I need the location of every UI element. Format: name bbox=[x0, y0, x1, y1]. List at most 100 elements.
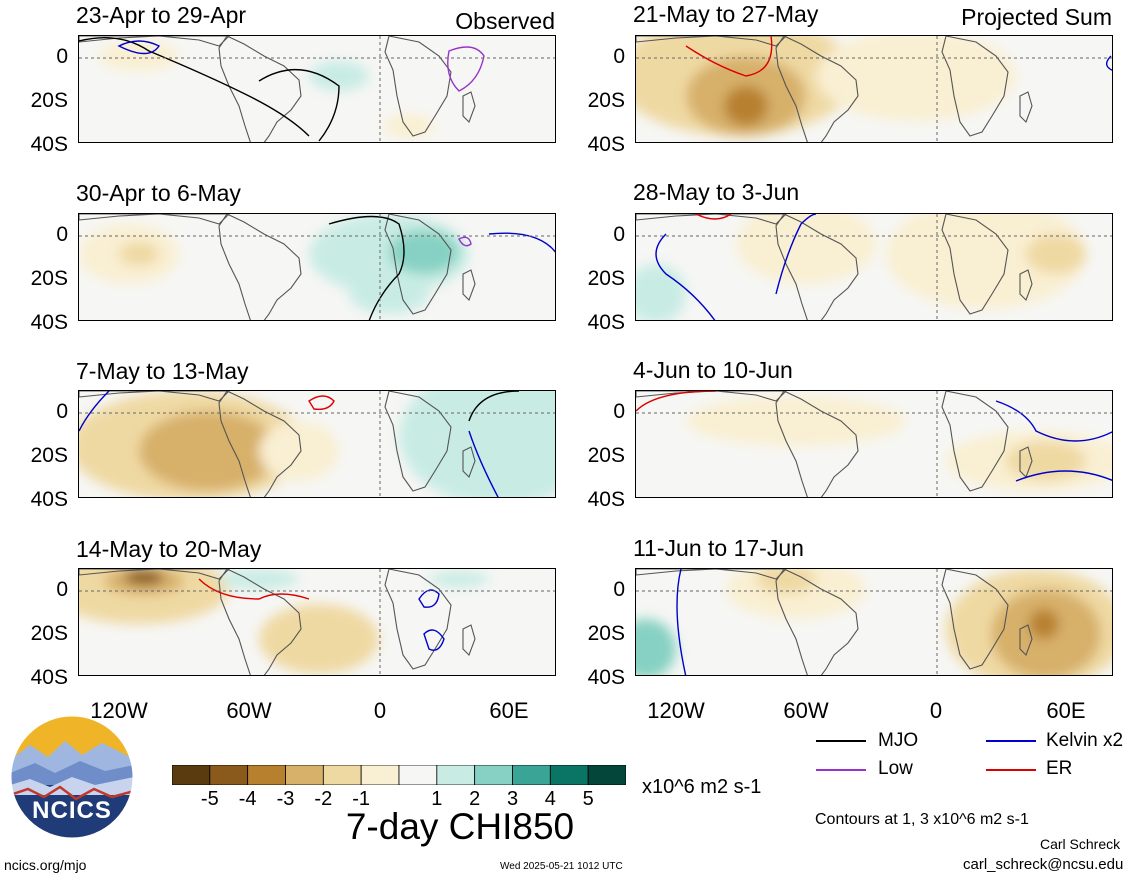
lon-label-0-right: 0 bbox=[929, 698, 943, 723]
wave-contour bbox=[468, 430, 499, 497]
coastline-madagascar bbox=[1019, 446, 1033, 478]
wave-contour bbox=[695, 214, 732, 220]
panel-title-7: 14-May to 20-May bbox=[76, 536, 262, 562]
chi-anomaly-region bbox=[686, 396, 906, 446]
colorbar-swatch bbox=[360, 764, 400, 786]
chi-anomaly-region bbox=[259, 421, 339, 481]
colorbar-tick-label: -1 bbox=[352, 788, 371, 810]
wave-contour bbox=[995, 400, 1112, 442]
wave-contour bbox=[198, 578, 310, 600]
wave-contour bbox=[1015, 470, 1112, 482]
colorbar-tick-label: -5 bbox=[200, 788, 219, 810]
lat-label-40s: 40S bbox=[587, 311, 625, 334]
lon-label-60w-right: 60W bbox=[783, 698, 829, 723]
lat-label-40s: 40S bbox=[30, 133, 68, 156]
wave-contour bbox=[655, 233, 716, 320]
wave-contour bbox=[636, 391, 717, 412]
colorbar-swatch bbox=[322, 764, 362, 786]
panel-title-6: 4-Jun to 10-Jun bbox=[633, 357, 793, 383]
colorbar-tick-label: 1 bbox=[431, 788, 443, 810]
wave-contour bbox=[423, 629, 445, 651]
lat-label-0: 0 bbox=[613, 578, 625, 601]
chi-anomaly-region bbox=[389, 230, 459, 274]
observed-tag: Observed bbox=[455, 8, 555, 34]
map-panel-2 bbox=[635, 35, 1113, 143]
map-panel-4 bbox=[635, 213, 1113, 321]
lon-label-60w-left: 60W bbox=[226, 698, 272, 723]
lon-label-0-left: 0 bbox=[373, 698, 387, 723]
footer-url: ncics.org/mjo bbox=[4, 857, 87, 873]
legend-kelvin-label: Kelvin x2 bbox=[1046, 730, 1124, 751]
lat-label-20s: 20S bbox=[30, 444, 68, 467]
chi-anomaly-region bbox=[736, 214, 876, 284]
wave-contour bbox=[79, 391, 110, 432]
coastline-central-america bbox=[79, 569, 230, 580]
coastline-africa bbox=[941, 36, 1009, 137]
legend-er-line bbox=[986, 769, 1036, 771]
panel-title-1: 23-Apr to 29-Apr bbox=[76, 2, 247, 28]
coastline-africa bbox=[384, 214, 452, 315]
ncics-logo: NCICS bbox=[10, 715, 134, 839]
map-panel-5 bbox=[78, 390, 556, 498]
coastline-south-america bbox=[218, 36, 302, 142]
chi-anomaly-region bbox=[724, 86, 768, 126]
chi-anomaly-region bbox=[309, 61, 369, 91]
chi-anomaly-region bbox=[1006, 441, 1086, 481]
lat-label-20s: 20S bbox=[587, 89, 625, 112]
coastline-central-america bbox=[636, 569, 787, 580]
coastline-south-america bbox=[775, 36, 859, 142]
wave-contour bbox=[328, 215, 405, 320]
colorbar-swatch bbox=[171, 764, 211, 786]
colorbar-swatch bbox=[512, 764, 551, 786]
map-panel-8 bbox=[635, 568, 1113, 676]
chi-anomaly-region bbox=[636, 619, 676, 675]
lat-label-0: 0 bbox=[56, 223, 68, 246]
chi-anomaly-region bbox=[119, 242, 159, 266]
coastline-central-america bbox=[636, 36, 787, 47]
lon-label-120w-left: 120W bbox=[90, 698, 148, 723]
contours-note: Contours at 1, 3 x10^6 m2 s-1 bbox=[815, 811, 1029, 828]
wave-contour bbox=[258, 69, 340, 142]
legend-mjo-label: MJO bbox=[878, 730, 919, 751]
colorbar-swatch bbox=[285, 764, 324, 786]
colorbar-tick-label: -4 bbox=[238, 788, 257, 810]
wave-contour bbox=[458, 236, 472, 247]
chi-anomaly-region bbox=[1026, 234, 1086, 274]
coastline-south-america bbox=[775, 214, 859, 320]
chi-anomaly-region bbox=[886, 214, 1086, 309]
colorbar-swatch bbox=[587, 764, 627, 786]
colorbar-swatch bbox=[549, 764, 589, 786]
lat-label-0: 0 bbox=[56, 400, 68, 423]
coastline-madagascar bbox=[462, 269, 476, 301]
colorbar-tick-label: 4 bbox=[544, 788, 556, 810]
coastline-africa bbox=[941, 391, 1009, 492]
coastline-madagascar bbox=[462, 446, 476, 478]
chi-anomaly-region bbox=[429, 571, 489, 587]
map-panel-3 bbox=[78, 213, 556, 321]
lat-label-40s: 40S bbox=[587, 133, 625, 156]
projected-tag: Projected Sum bbox=[961, 4, 1112, 30]
chi-anomaly-region bbox=[219, 569, 299, 589]
colorbar-units: x10^6 m2 s-1 bbox=[642, 776, 762, 798]
coastline-south-america bbox=[775, 569, 859, 675]
wave-contour bbox=[488, 232, 555, 253]
ncics-logo-text: NCICS bbox=[32, 797, 112, 824]
coastline-south-america bbox=[218, 391, 302, 497]
chi-anomaly-region bbox=[816, 36, 1016, 121]
colorbar-swatch bbox=[209, 764, 249, 786]
lat-label-0: 0 bbox=[56, 578, 68, 601]
coastline-madagascar bbox=[1019, 624, 1033, 656]
wave-contour bbox=[418, 589, 440, 608]
wave-contour bbox=[775, 214, 817, 295]
chi-anomaly-region bbox=[124, 569, 164, 585]
colorbar-swatch bbox=[398, 764, 438, 786]
colorbar-tick-label: 2 bbox=[469, 788, 481, 810]
colorbar-tick-label: 5 bbox=[582, 788, 594, 810]
coastline-madagascar bbox=[1019, 269, 1033, 301]
coastline-south-america bbox=[775, 391, 859, 497]
wave-contour bbox=[117, 40, 161, 55]
coastline-central-america bbox=[79, 36, 230, 47]
wave-contour bbox=[308, 395, 335, 411]
coastline-madagascar bbox=[462, 91, 476, 123]
lat-label-40s: 40S bbox=[587, 488, 625, 511]
